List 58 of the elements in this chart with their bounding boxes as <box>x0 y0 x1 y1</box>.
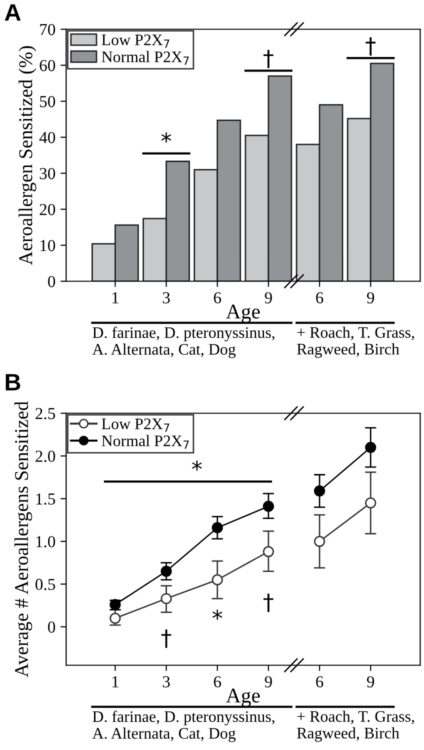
x-tick-label: 9 <box>264 676 272 688</box>
x-axis-title: Age <box>226 304 260 323</box>
annotation: † <box>161 630 172 648</box>
annotation: † <box>264 594 274 612</box>
y-tick-label: 1.0 <box>36 536 56 548</box>
y-tick-label: 30 <box>40 168 56 180</box>
text: D. farinae, D. pteronyssinus, A. Alternata, Cat, Dog <box>92 326 274 358</box>
legend-label: Normal P2X$_{7}$ <box>102 435 189 449</box>
x-tick-label: 6 <box>316 676 324 688</box>
x-tick-label: 6 <box>214 292 222 304</box>
y-tick-label: 60 <box>40 60 56 72</box>
annotation: * <box>212 610 222 620</box>
x-axis-title: Age <box>226 688 260 707</box>
annotation: † <box>264 50 274 68</box>
point <box>262 546 274 558</box>
y-tick-label: 40 <box>39 132 56 144</box>
x-tick-label: 6 <box>214 676 222 688</box>
y-tick-label: 1.5 <box>36 493 56 505</box>
annotation: * <box>192 460 202 471</box>
point <box>160 566 172 577</box>
y-tick-label: 2.5 <box>36 408 56 420</box>
y-tick-label: 2.0 <box>36 450 56 462</box>
y-tick-label: 10 <box>40 240 56 252</box>
x-tick-label: 3 <box>162 292 170 304</box>
annotation: † <box>366 37 376 56</box>
y-tick-label: 50 <box>40 96 56 108</box>
legend-label: Normal P2X$_{7}$ <box>102 51 189 65</box>
y-axis-title: Aeroallergen Sensitized (%) <box>18 46 36 266</box>
x-tick-label: 1 <box>112 292 118 304</box>
x-tick-label: 6 <box>316 292 324 304</box>
y-tick-label: 0 <box>48 276 56 288</box>
text: D. farinae, D. pteronyssinus, A. Alternata, Cat, Dog <box>92 710 274 742</box>
text: + Roach, T. Grass, Ragweed, Birch <box>297 710 414 742</box>
x-tick-label: 9 <box>367 292 374 304</box>
point <box>160 593 172 604</box>
chart-title: B <box>6 374 20 390</box>
point <box>212 522 223 534</box>
legend-label: Low P2X$_{7}$ <box>102 34 170 48</box>
y-tick-label: 20 <box>40 204 56 216</box>
annotation: * <box>161 132 172 142</box>
point <box>365 442 376 453</box>
x-tick-label: 3 <box>162 676 170 688</box>
point <box>314 485 326 497</box>
point <box>365 497 376 508</box>
y-tick-label: 0.5 <box>36 578 56 590</box>
x-tick-label: 1 <box>112 676 118 688</box>
point <box>314 536 326 547</box>
x-tick-label: 9 <box>264 292 272 304</box>
point <box>110 612 121 624</box>
y-tick-label: 0 <box>48 622 56 633</box>
y-axis-title: Average # Aeroallergens Sensitized <box>14 401 32 678</box>
point <box>262 500 274 512</box>
y-tick-label: 70 <box>40 24 56 36</box>
text: + Roach, T. Grass, Ragweed, Birch <box>297 326 414 358</box>
legend-label: Low P2X$_{7}$ <box>102 418 170 432</box>
point <box>212 574 223 586</box>
x-tick-label: 9 <box>367 676 374 688</box>
chart-title: A <box>4 4 21 21</box>
